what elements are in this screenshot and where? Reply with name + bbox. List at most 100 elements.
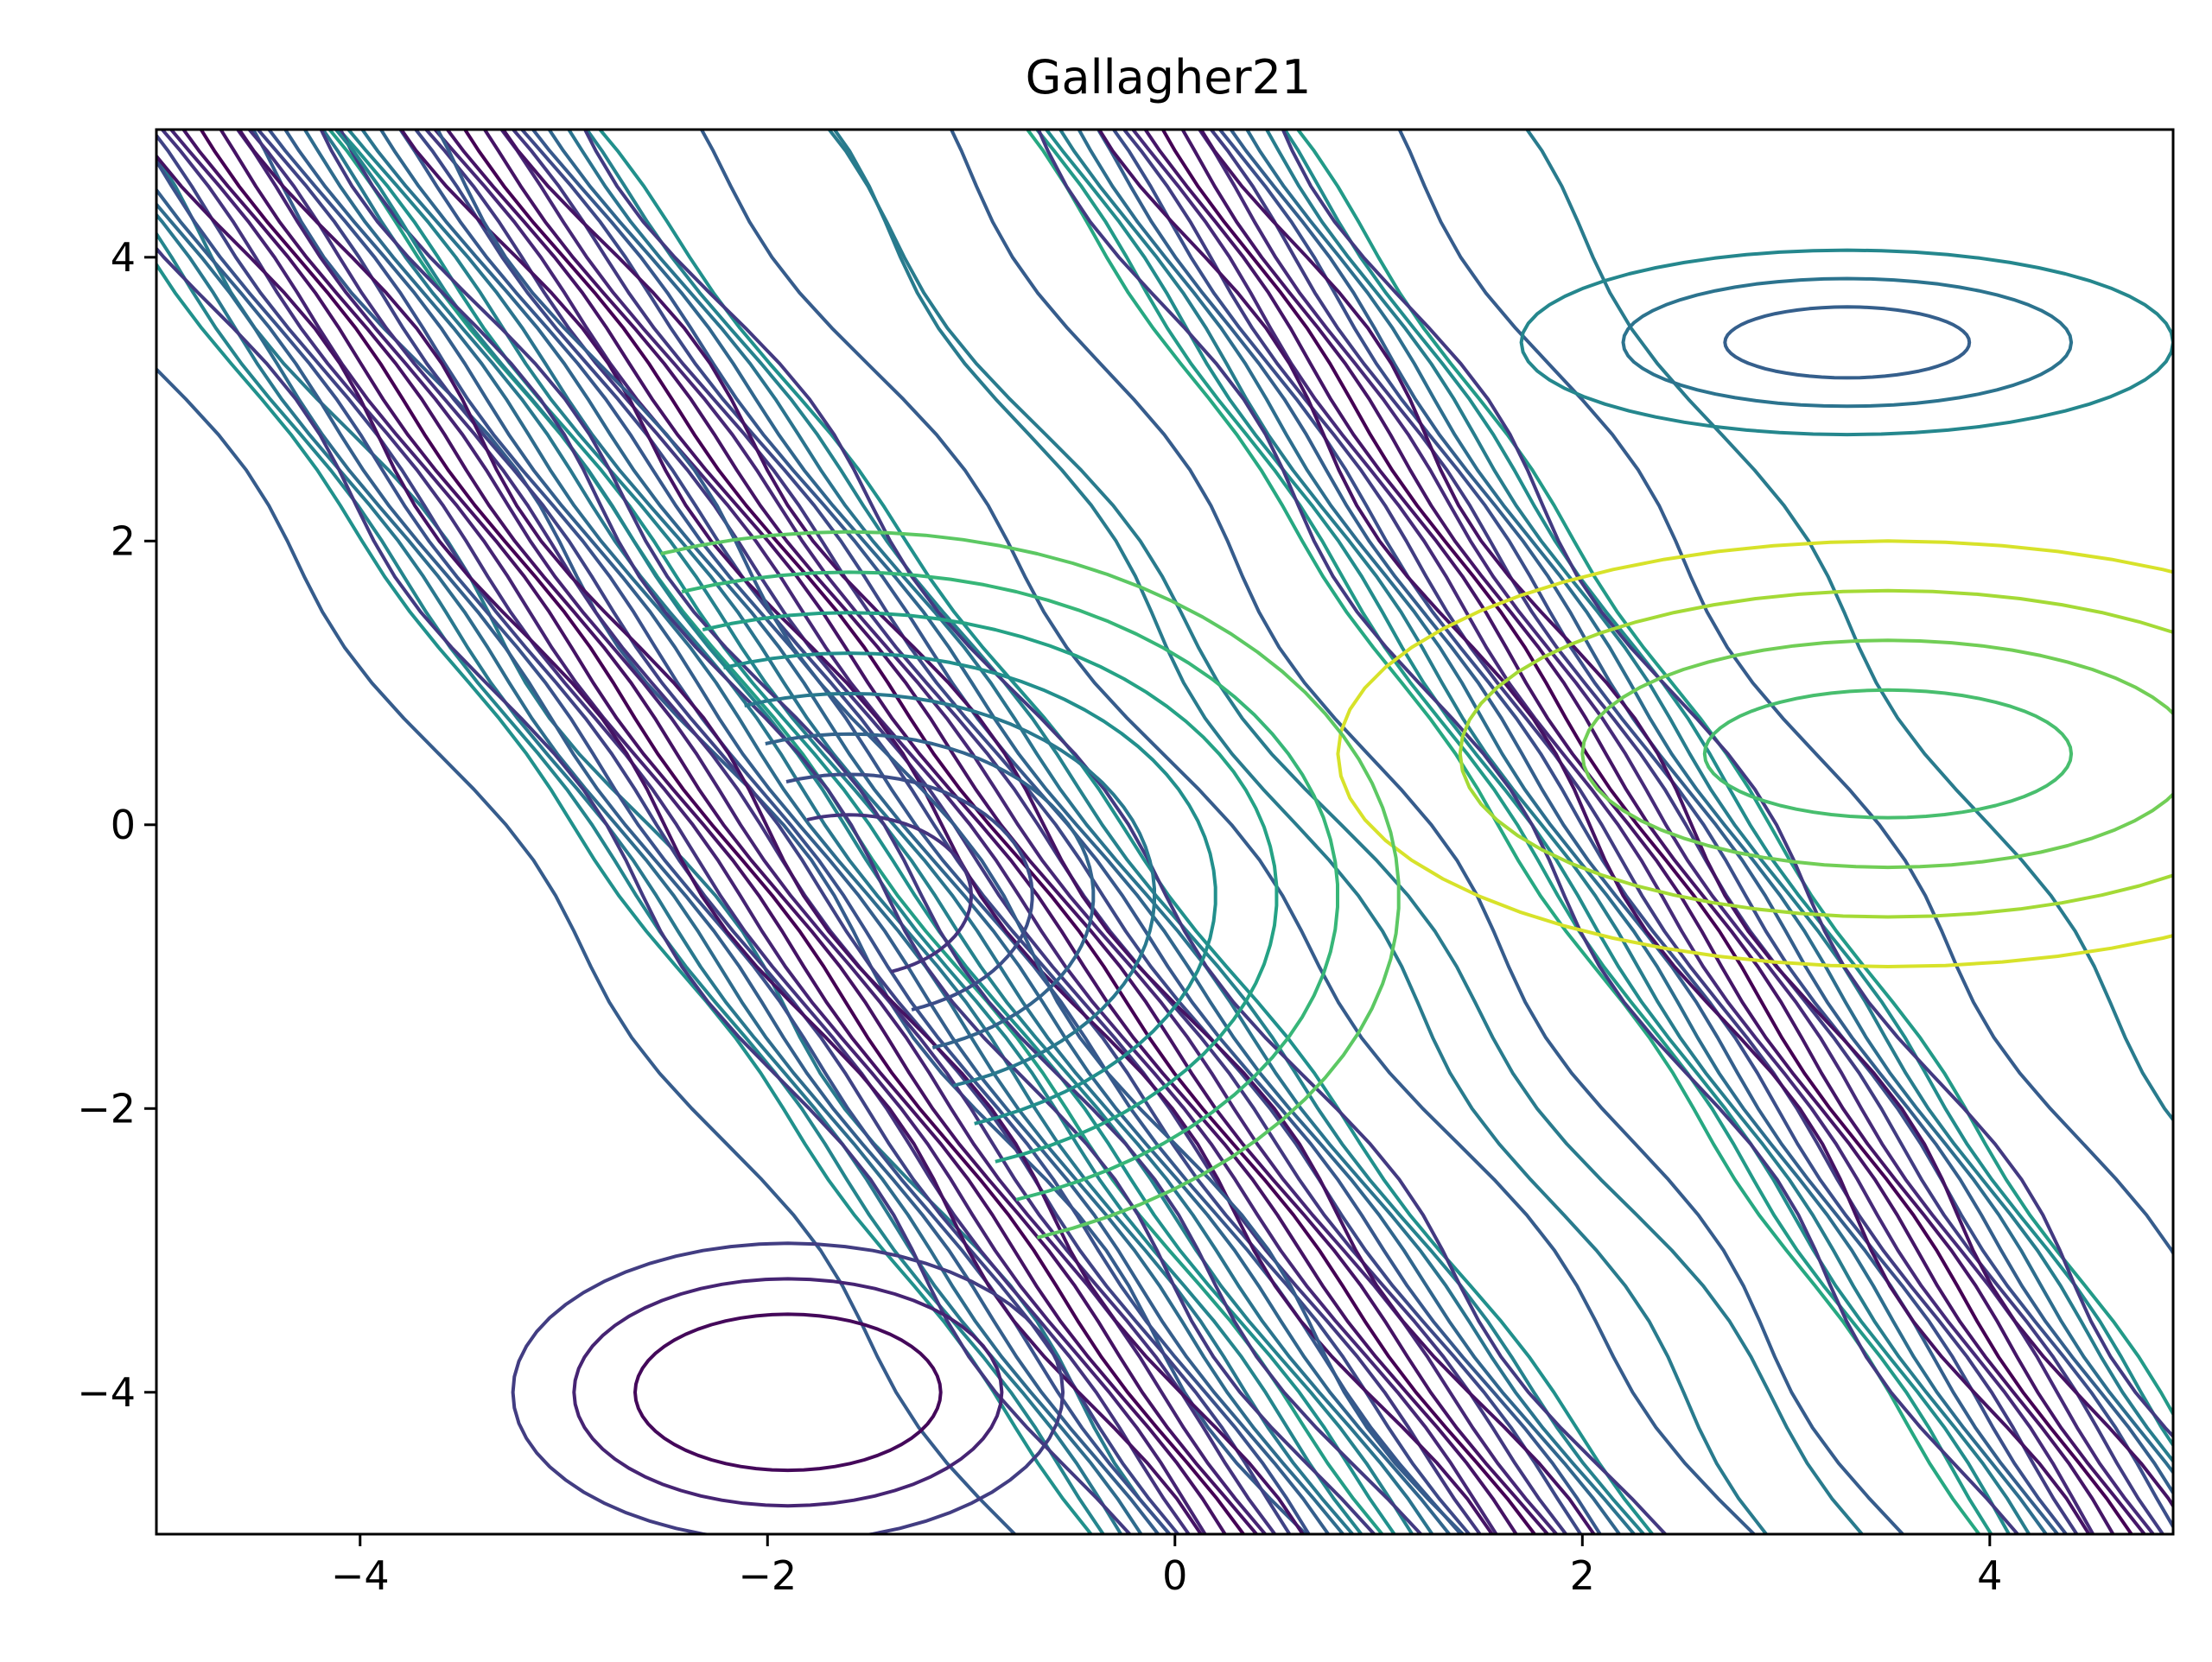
ridge-contour-59 (156, 201, 1143, 1534)
ridge-contour-74 (321, 130, 1356, 1534)
ellipse-contour-91 (1519, 248, 2173, 437)
arc-contour-94 (765, 732, 1096, 1050)
x-tick-label: −4 (331, 1552, 390, 1599)
basin-contour-76 (156, 153, 1204, 1534)
ellipse-contour-88 (1336, 539, 2173, 968)
ridge-contour-9 (1143, 130, 2115, 1534)
ridge-contour-65 (181, 130, 1228, 1534)
ellipse-contour-85 (1702, 688, 2074, 820)
ridge-contour-4 (1077, 130, 2049, 1534)
y-tick-label: 2 (111, 517, 136, 564)
ridge-contour-42 (519, 130, 1583, 1534)
ridge-contour-37 (445, 130, 1519, 1534)
basin-contour-55 (827, 130, 1865, 1534)
arc-contour-97 (702, 611, 1279, 1164)
ridge-contour-58 (156, 212, 1123, 1534)
basin-contour-24 (949, 130, 1905, 1534)
basin-contour-79 (319, 130, 1376, 1534)
basin-contour-25 (1397, 130, 2173, 1257)
basin-contour-77 (237, 130, 1306, 1534)
ridge-contour-57 (156, 230, 1106, 1534)
ridge-contour-30 (346, 130, 1414, 1534)
ridge-contour-32 (378, 130, 1452, 1534)
ridge-contour-45 (566, 130, 1637, 1534)
y-tick-label: 0 (111, 802, 136, 848)
arc-contour-95 (744, 691, 1156, 1088)
ridge-contour-7 (1122, 130, 2079, 1534)
ridge-contour-44 (547, 130, 1622, 1534)
arc-contour-96 (722, 651, 1217, 1126)
ridge-contour-3 (1058, 130, 2031, 1534)
ridge-contour-66 (199, 130, 1246, 1534)
plot-frame (155, 128, 2175, 1536)
ridge-contour-38 (462, 130, 1537, 1534)
arc-contour-92 (806, 813, 973, 974)
ridge-contour-43 (531, 130, 1603, 1534)
basin-contour-49 (500, 130, 1597, 1534)
basin-contour-50 (338, 130, 1423, 1534)
ridge-contour-40 (499, 130, 1559, 1534)
ridge-contour-70 (256, 130, 1292, 1534)
chart-title: Gallagher21 (1026, 50, 1312, 105)
ellipse-contour-82 (633, 1312, 943, 1473)
ridge-contour-31 (359, 130, 1434, 1534)
ridge-contour-29 (336, 130, 1397, 1534)
ridge-contour-36 (432, 130, 1499, 1534)
ridge-contour-0 (1025, 130, 1981, 1534)
ridge-contour-2 (1044, 130, 2012, 1534)
ridge-contour-68 (235, 130, 1268, 1534)
ridge-contour-33 (397, 130, 1464, 1534)
ridge-contour-67 (219, 130, 1259, 1534)
x-tick-label: 2 (1570, 1552, 1595, 1599)
ridge-contour-34 (413, 130, 1471, 1534)
ridge-contour-16 (1244, 130, 2173, 1475)
x-axis: −4 −2 0 2 4 (331, 1534, 2002, 1599)
contour-lines (156, 130, 2173, 1534)
ridge-contour-12 (1197, 130, 2156, 1534)
arc-contour-98 (681, 570, 1339, 1202)
ridge-contour-75 (334, 130, 1364, 1534)
ridge-contour-46 (584, 130, 1646, 1534)
y-tick-label: 4 (111, 234, 136, 281)
ridge-contour-5 (1096, 130, 2060, 1534)
x-tick-label: −2 (738, 1552, 797, 1599)
basin-contour-23 (1281, 130, 2173, 1439)
basin-contour-81 (435, 130, 1465, 1534)
ridge-contour-19 (1295, 130, 2173, 1418)
ridge-contour-62 (156, 132, 1181, 1534)
ridge-contour-8 (1130, 130, 2095, 1534)
ridge-contour-72 (283, 130, 1331, 1534)
basin-contour-20 (1096, 130, 2091, 1534)
basin-contour-26 (832, 130, 1769, 1534)
ridge-contour-6 (1111, 130, 2069, 1534)
ridge-contour-63 (160, 130, 1192, 1534)
ellipse-contour-84 (511, 1241, 1065, 1534)
ellipse-contour-87 (1458, 588, 2173, 919)
ridge-contour-73 (302, 130, 1345, 1534)
ridge-contour-60 (156, 187, 1160, 1534)
ellipse-contour-83 (572, 1277, 1004, 1508)
ellipse-contour-86 (1580, 638, 2173, 870)
ridge-contour-15 (1229, 130, 2173, 1496)
ridge-contour-17 (1264, 130, 2173, 1464)
ridge-contour-71 (266, 130, 1312, 1534)
ridge-contour-18 (1282, 130, 2173, 1449)
y-tick-label: −2 (77, 1085, 136, 1132)
x-tick-label: 0 (1162, 1552, 1187, 1599)
arc-contour-99 (660, 530, 1401, 1240)
ridge-contour-10 (1160, 130, 2134, 1534)
arc-contour-93 (785, 772, 1034, 1012)
basin-contour-27 (1524, 130, 2173, 1123)
ridge-contour-35 (423, 130, 1483, 1534)
basin-contour-53 (699, 130, 1757, 1534)
basin-contour-51 (582, 130, 1668, 1534)
x-tick-label: 4 (1977, 1552, 2002, 1599)
y-axis: −4 −2 0 2 4 (77, 234, 156, 1416)
ridge-contour-64 (168, 130, 1208, 1534)
y-tick-label: −4 (77, 1369, 136, 1416)
basin-contour-48 (399, 130, 1495, 1534)
ridge-contour-47 (597, 130, 1656, 1534)
basin-contour-80 (156, 366, 1018, 1534)
